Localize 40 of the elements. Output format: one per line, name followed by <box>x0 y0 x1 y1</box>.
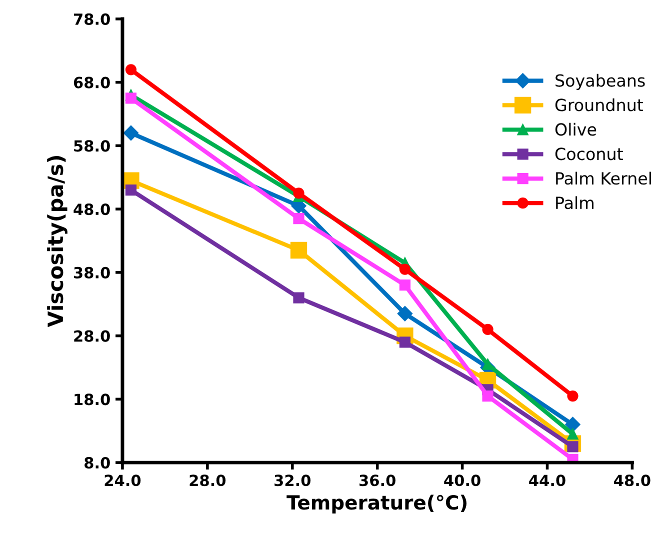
point <box>482 390 494 402</box>
point <box>399 336 411 348</box>
y-tick-label: 18.0 <box>74 394 110 406</box>
y-tick-label: 78.0 <box>74 13 110 25</box>
point <box>565 416 580 432</box>
y-tick-label: 28.0 <box>74 330 110 342</box>
point <box>293 292 304 304</box>
y-tick-label: 58.0 <box>74 140 110 152</box>
x-tick-label: 36.0 <box>360 474 396 486</box>
y-tick-label: 68.0 <box>74 76 110 88</box>
y-tick-label: 48.0 <box>74 204 110 216</box>
x-tick-label: 48.0 <box>614 474 650 486</box>
point <box>567 428 578 440</box>
point <box>397 306 413 322</box>
legend-label: Groundnut <box>555 98 644 112</box>
point <box>125 92 137 104</box>
point <box>123 125 139 141</box>
point <box>293 213 304 224</box>
y-axis-title: Viscosity(pa/s) <box>47 156 68 328</box>
point <box>482 324 494 336</box>
point <box>399 280 411 291</box>
x-tick-label: 32.0 <box>274 474 310 486</box>
legend-label: Palm <box>556 196 594 210</box>
legend-label: Soyabeans <box>556 74 645 90</box>
point <box>567 390 578 402</box>
point <box>399 264 411 275</box>
point <box>125 184 137 196</box>
point <box>290 242 308 259</box>
point <box>125 64 137 76</box>
x-axis-title: Temperature(°C) <box>286 494 466 514</box>
point <box>293 188 304 199</box>
x-tick-label: 28.0 <box>190 474 226 486</box>
x-tick-label: 40.0 <box>444 474 480 486</box>
legend-label: Coconut <box>555 148 623 160</box>
legend-label: Olive <box>555 122 596 136</box>
x-tick-label: 44.0 <box>529 474 566 486</box>
x-tick-label: 24.0 <box>104 474 141 486</box>
y-tick-label: 38.0 <box>74 266 110 278</box>
y-tick-label: 8.0 <box>84 457 110 469</box>
legend-label: Palm Kernel <box>556 172 651 185</box>
